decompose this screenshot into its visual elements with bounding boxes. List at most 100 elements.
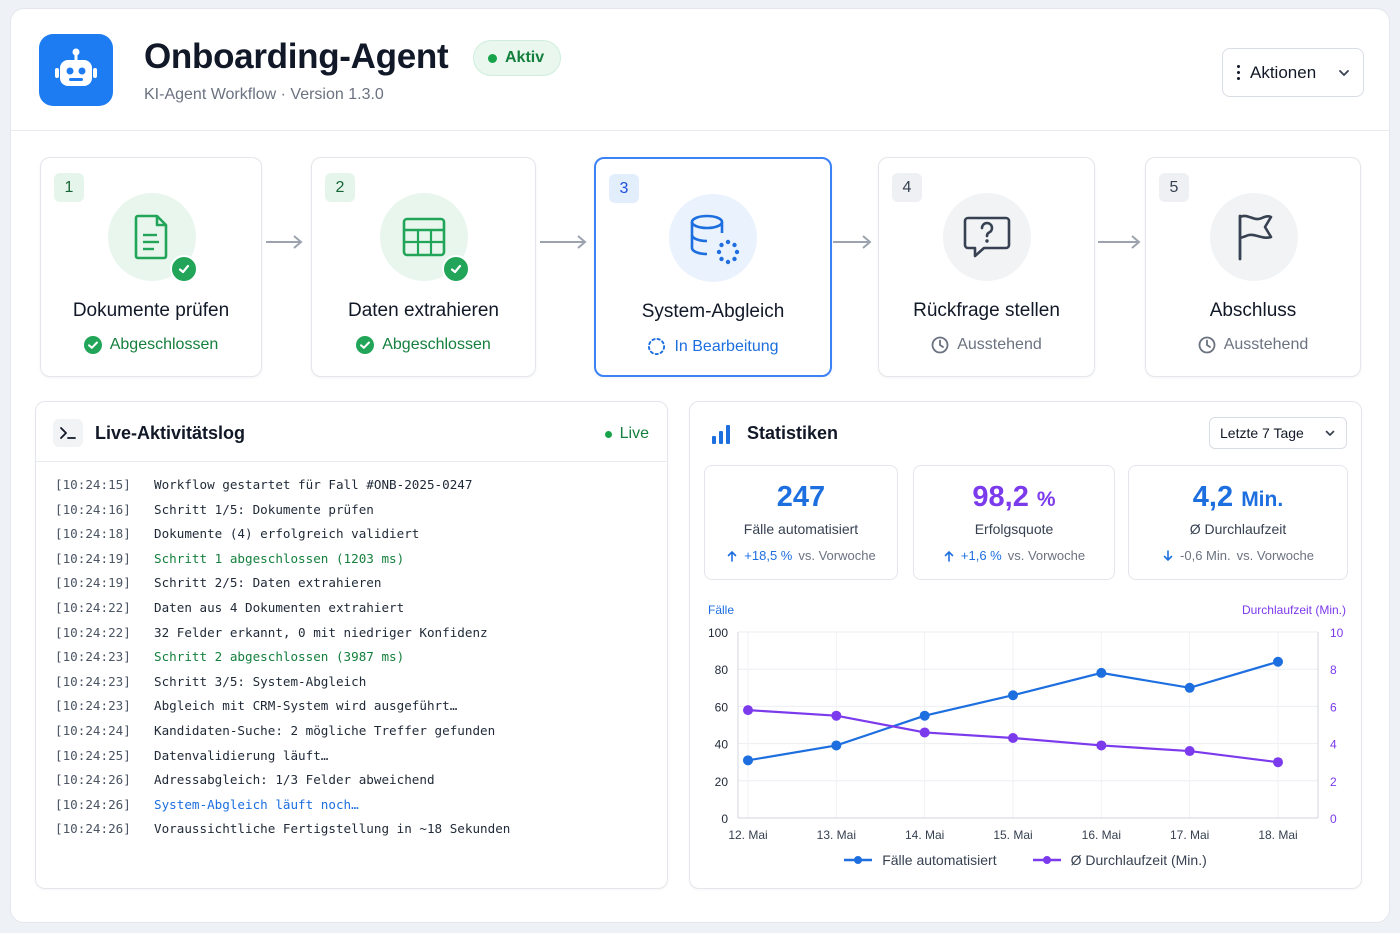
- status-label: Aktiv: [505, 49, 545, 66]
- step-status: Abgeschlossen: [312, 336, 535, 354]
- log-message: 32 Felder erkannt, 0 mit niedriger Konfi…: [154, 624, 488, 640]
- y-left-tick-label: 80: [715, 663, 729, 677]
- data-point: [1273, 757, 1283, 768]
- x-tick-label: 12. Mai: [728, 828, 767, 842]
- data-point: [1184, 682, 1195, 693]
- y-left-tick-label: 100: [708, 626, 728, 640]
- log-timestamp: [10:24:23]: [55, 673, 131, 689]
- data-point: [743, 755, 753, 766]
- data-point: [831, 710, 842, 721]
- data-point: [1096, 740, 1107, 751]
- actions-button[interactable]: Aktionen: [1222, 48, 1364, 97]
- log-timestamp: [10:24:26]: [55, 796, 131, 812]
- y-left-tick-label: 40: [715, 738, 729, 752]
- workflow-step-4[interactable]: 4 Rückfrage stellen Ausstehend: [878, 157, 1095, 377]
- log-entry: [10:24:25] Datenvalidierung läuft…: [55, 744, 510, 769]
- x-tick-label: 16. Mai: [1082, 828, 1121, 842]
- log-message: Adressabgleich: 1/3 Felder abweichend: [154, 772, 435, 788]
- log-entry: [10:24:18] Dokumente (4) erfolgreich vali…: [55, 522, 510, 547]
- step-status: Abgeschlossen: [41, 336, 261, 354]
- x-tick-label: 18. Mai: [1258, 828, 1297, 842]
- step-title: Dokumente prüfen: [72, 300, 230, 321]
- spinner-icon: [648, 337, 666, 356]
- step-status-label: Abgeschlossen: [109, 336, 219, 353]
- arrow-up-icon: [944, 550, 954, 562]
- step-title: Rückfrage stellen: [913, 300, 1060, 321]
- log-timestamp: [10:24:24]: [55, 722, 131, 738]
- live-label: Live: [619, 425, 649, 442]
- y-right-tick-label: 2: [1330, 775, 1337, 789]
- log-entry: [10:24:23] Schritt 3/5: System-Abgleich: [55, 670, 510, 695]
- arrow-right-icon: [540, 235, 587, 249]
- log-entry: [10:24:22] Daten aus 4 Dokumenten extrahi…: [55, 596, 510, 621]
- log-entry: [10:24:26] Voraussichtliche Fertigstellun…: [55, 817, 510, 842]
- chevron-down-icon: [1325, 430, 1335, 436]
- kpi-delta: -0,6 Min. vs. Vorwoche: [1129, 548, 1347, 563]
- step-status-label: In Bearbeitung: [674, 337, 779, 355]
- log-list[interactable]: [10:24:15] Workflow gestartet für Fall #O…: [55, 473, 510, 842]
- stats-title: Statistiken: [747, 423, 839, 443]
- workflow-step-3[interactable]: 3 System-Abgleich In Bearbeitung: [594, 157, 832, 377]
- y-left-tick-label: 60: [715, 700, 729, 714]
- workflow-step-1[interactable]: 1 Dokumente prüfen Abgeschlossen: [40, 157, 262, 377]
- kpi-label: Fälle automatisiert: [743, 521, 859, 537]
- log-entry: [10:24:19] Schritt 2/5: Daten extrahieren: [55, 571, 510, 596]
- check-icon: [442, 255, 470, 283]
- y-right-tick-label: 0: [1330, 812, 1337, 826]
- log-message: Kandidaten-Suche: 2 mögliche Treffer gef…: [154, 722, 496, 738]
- log-timestamp: [10:24:25]: [55, 747, 131, 763]
- data-point: [1008, 733, 1018, 744]
- kpi-value: 98,2 %: [972, 481, 1056, 513]
- flag-icon: [1238, 214, 1273, 261]
- status-dot-icon: [488, 53, 497, 63]
- page-title: Onboarding-Agent: [144, 37, 449, 76]
- kpi-value: 4,2 Min.: [1192, 481, 1284, 513]
- step-number: 4: [892, 173, 922, 202]
- kpi-card-cases: 247 Fälle automatisiert +18,5 % vs. Vorwo…: [704, 465, 898, 580]
- step-number: 1: [54, 173, 84, 202]
- actions-label: Aktionen: [1250, 62, 1317, 82]
- log-entry: [10:24:16] Schritt 1/5: Dokumente prüfen: [55, 498, 510, 523]
- check-icon: [170, 255, 198, 283]
- log-timestamp: [10:24:19]: [55, 550, 131, 566]
- step-icon-circle: [108, 193, 198, 283]
- kpi-card-throughput: 4,2 Min. Ø Durchlaufzeit -0,6 Min. vs. Vo…: [1128, 465, 1348, 580]
- workflow-step-2[interactable]: 2 Daten extrahieren Abgeschlossen: [311, 157, 536, 377]
- log-title: Live-Aktivitätslog: [95, 423, 246, 443]
- log-message: Datenvalidierung läuft…: [154, 747, 329, 763]
- step-status-label: Ausstehend: [957, 336, 1042, 353]
- status-badge: Aktiv: [473, 40, 562, 76]
- y-right-tick-label: 8: [1330, 663, 1337, 677]
- log-timestamp: [10:24:26]: [55, 772, 131, 788]
- log-message: System-Abgleich läuft noch…: [154, 796, 359, 812]
- log-message: Dokumente (4) erfolgreich validiert: [154, 526, 420, 542]
- chart-legend: Fälle automatisiert Ø Durchlaufzeit (Min…: [690, 852, 1361, 868]
- step-status: Ausstehend: [1146, 336, 1360, 354]
- log-timestamp: [10:24:26]: [55, 821, 131, 837]
- log-timestamp: [10:24:23]: [55, 698, 131, 714]
- arrow-right-icon: [266, 235, 303, 249]
- data-point: [919, 710, 930, 721]
- kpi-value: 247: [776, 481, 826, 513]
- check-circle-icon: [356, 336, 375, 354]
- document-icon: [134, 214, 168, 260]
- arrow-right-icon: [1098, 235, 1141, 249]
- x-tick-label: 13. Mai: [817, 828, 856, 842]
- data-point: [743, 705, 753, 716]
- live-indicator: Live: [604, 425, 649, 443]
- workflow-step-5[interactable]: 5 Abschluss Ausstehend: [1145, 157, 1361, 377]
- step-status: In Bearbeitung: [596, 337, 830, 356]
- date-range-select[interactable]: Letzte 7 Tage: [1209, 417, 1347, 449]
- log-timestamp: [10:24:19]: [55, 575, 131, 591]
- x-tick-label: 17. Mai: [1170, 828, 1209, 842]
- legend-item-cases: Fälle automatisiert: [844, 852, 997, 868]
- kpi-label: Ø Durchlaufzeit: [1189, 521, 1287, 537]
- log-panel-header: Live-Aktivitätslog Live: [36, 402, 667, 462]
- table-icon: [402, 217, 446, 257]
- y-left-tick-label: 20: [715, 775, 729, 789]
- kpi-card-success-rate: 98,2 % Erfolgsquote +1,6 % vs. Vorwoche: [913, 465, 1115, 580]
- header: Onboarding-Agent Aktiv KI-Agent Workflow…: [11, 9, 1389, 131]
- log-timestamp: [10:24:16]: [55, 501, 131, 517]
- y-right-tick-label: 6: [1330, 700, 1337, 714]
- log-message: Schritt 2/5: Daten extrahieren: [154, 575, 382, 591]
